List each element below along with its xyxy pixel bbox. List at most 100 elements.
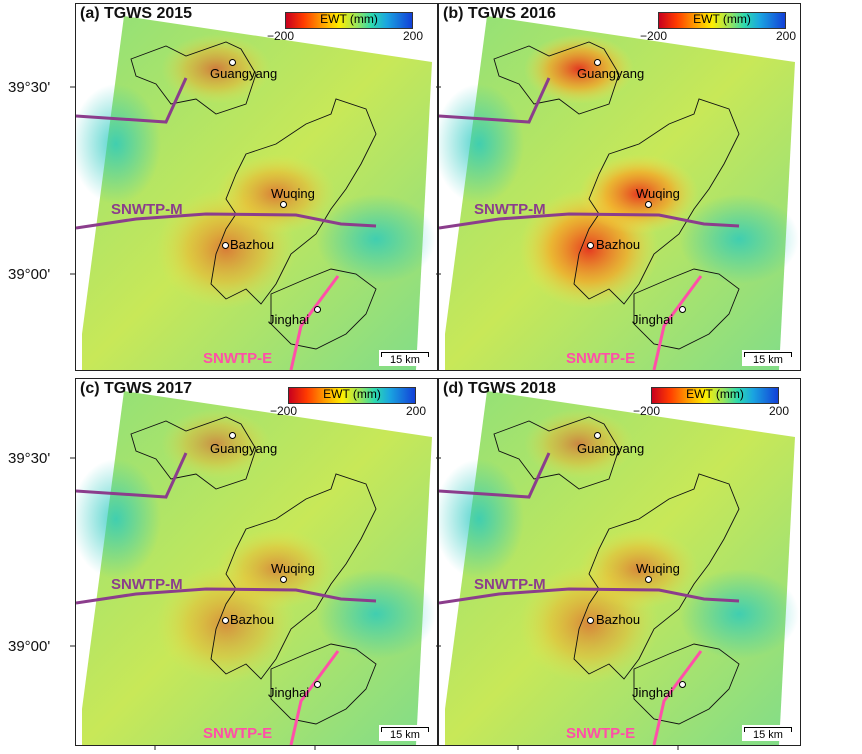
city-bazhou: Bazhou — [596, 237, 641, 252]
city-wuqing: Wuqing — [271, 561, 315, 576]
city-guangyang: Guangyang — [577, 66, 645, 81]
colorbar-max: 200 — [768, 404, 789, 418]
canal-middle — [76, 587, 377, 605]
canal-label-middle: SNWTP-M — [111, 576, 183, 593]
colorbar-label: EWT (mm) — [686, 387, 744, 401]
subsidence-zone-guangyang — [161, 34, 271, 104]
boundary-wuqing-bazhou — [210, 473, 377, 680]
scale-bar: 15 km — [742, 725, 794, 741]
canal-east — [652, 650, 703, 745]
panel-title: (d) TGWS 2018 — [443, 380, 556, 397]
city-dot-jinghai — [314, 681, 321, 688]
colorbar-gradient — [288, 387, 416, 404]
city-jinghai: Jinghai — [268, 685, 310, 700]
boundary-wuqing-bazhou — [210, 98, 377, 305]
colorbar: EWT (mm) −200 200 — [270, 387, 426, 418]
canal-label-east: SNWTP-E — [203, 725, 273, 742]
ewt-map — [439, 16, 799, 370]
colorbar-max: 200 — [775, 29, 796, 43]
ewt-map — [439, 391, 799, 745]
canal-east — [289, 275, 340, 370]
canal-label-middle: SNWTP-M — [474, 201, 546, 218]
city-wuqing: Wuqing — [636, 561, 680, 576]
scale-bar: 15 km — [379, 350, 431, 366]
boundary-wuqing-bazhou — [573, 98, 740, 305]
city-bazhou: Bazhou — [596, 612, 641, 627]
canal-label-east: SNWTP-E — [203, 350, 273, 367]
subsidence-zone-guangyang — [524, 409, 634, 479]
city-guangyang: Guangyang — [577, 441, 645, 456]
city-dot-bazhou — [222, 242, 229, 249]
lat-label-3930-bottom: 39°30' — [8, 450, 51, 467]
colorbar-min: −200 — [267, 29, 295, 43]
city-bazhou: Bazhou — [230, 237, 275, 252]
city-jinghai: Jinghai — [632, 685, 674, 700]
city-dot-bazhou — [222, 617, 229, 624]
canal-middle — [439, 212, 740, 230]
subsidence-zone-guangyang — [524, 34, 634, 104]
city-dot-guangyang — [594, 432, 601, 439]
uplift-zone-west — [76, 84, 161, 204]
city-guangyang: Guangyang — [210, 66, 278, 81]
map-panel-c: (c) TGWS 2017 EWT (mm) −200 200 Guangyang… — [75, 378, 438, 746]
scale-bar-label: 15 km — [753, 354, 783, 366]
colorbar-min: −200 — [270, 404, 298, 418]
scale-bar: 15 km — [379, 725, 431, 741]
city-dot-bazhou — [587, 617, 594, 624]
uplift-zone-east — [679, 569, 799, 659]
uplift-zone-east — [679, 194, 799, 284]
scale-bar-label: 15 km — [390, 354, 420, 366]
canal-east — [652, 275, 703, 370]
panel-title: (a) TGWS 2015 — [80, 5, 193, 22]
uplift-zone-west — [439, 84, 524, 204]
canal-label-middle: SNWTP-M — [111, 201, 183, 218]
city-dot-guangyang — [594, 59, 601, 66]
canal-middle-north — [439, 452, 551, 499]
city-dot-jinghai — [679, 306, 686, 313]
colorbar-gradient — [658, 12, 786, 29]
city-dot-jinghai — [314, 306, 321, 313]
uplift-zone-east — [316, 194, 436, 284]
scale-bar: 15 km — [742, 350, 794, 366]
canal-label-east: SNWTP-E — [566, 725, 636, 742]
canal-east — [289, 650, 340, 745]
ewt-map — [76, 391, 436, 745]
colorbar-min: −200 — [640, 29, 668, 43]
colorbar: EWT (mm) −200 200 — [640, 12, 796, 43]
boundary-guangyang — [493, 416, 620, 490]
boundary-jinghai — [270, 268, 377, 350]
colorbar-label: EWT (mm) — [320, 12, 378, 26]
map-panel-a: (a) TGWS 2015 EWT (mm) −200 200 Guangyang… — [75, 3, 438, 371]
uplift-zone-west — [439, 459, 524, 579]
colorbar-label: EWT (mm) — [323, 387, 381, 401]
city-wuqing: Wuqing — [271, 186, 315, 201]
boundary-jinghai — [270, 643, 377, 725]
panel-title: (c) TGWS 2017 — [80, 380, 193, 397]
boundary-wuqing-bazhou — [573, 473, 740, 680]
colorbar-gradient — [285, 12, 413, 29]
canal-middle — [439, 587, 740, 605]
colorbar-label: EWT (mm) — [693, 12, 751, 26]
colorbar-min: −200 — [633, 404, 661, 418]
city-guangyang: Guangyang — [210, 441, 278, 456]
uplift-zone-east — [316, 569, 436, 659]
boundary-guangyang — [130, 41, 257, 115]
city-dot-wuqing — [645, 576, 652, 583]
city-dot-wuqing — [645, 201, 652, 208]
lat-label-3900-top: 39°00' — [8, 266, 51, 283]
colorbar-gradient — [651, 387, 779, 404]
city-dot-guangyang — [229, 59, 236, 66]
colorbar-max: 200 — [402, 29, 423, 43]
city-dot-wuqing — [280, 201, 287, 208]
ewt-map — [76, 16, 436, 370]
uplift-zone-west — [76, 459, 161, 579]
scale-bar-label: 15 km — [753, 729, 783, 741]
lat-label-3900-bottom: 39°00' — [8, 638, 51, 655]
canal-middle-north — [76, 77, 188, 124]
city-jinghai: Jinghai — [268, 312, 310, 327]
boundary-jinghai — [633, 268, 740, 350]
city-dot-wuqing — [280, 576, 287, 583]
colorbar-max: 200 — [405, 404, 426, 418]
city-dot-guangyang — [229, 432, 236, 439]
